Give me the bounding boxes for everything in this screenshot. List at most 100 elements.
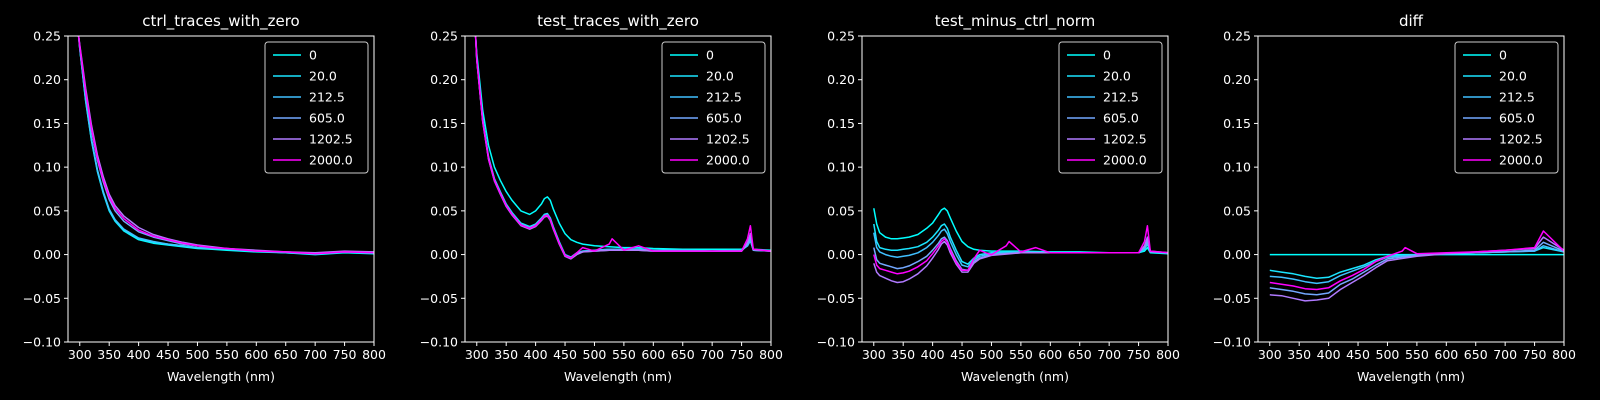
x-tick-label: 450 bbox=[156, 347, 180, 362]
x-tick-label: 600 bbox=[1038, 347, 1062, 362]
x-tick-label: 350 bbox=[891, 347, 915, 362]
legend-label: 605.0 bbox=[309, 111, 345, 126]
series-line-6 bbox=[1269, 230, 1564, 291]
y-tick-label: 0.10 bbox=[1223, 160, 1251, 175]
y-tick-label: 0.25 bbox=[1223, 29, 1251, 44]
x-tick-label: 550 bbox=[1405, 347, 1429, 362]
legend-label: 605.0 bbox=[1103, 111, 1139, 126]
x-tick-label: 700 bbox=[303, 347, 327, 362]
x-tick-label: 300 bbox=[68, 347, 92, 362]
legend-label: 1202.5 bbox=[1103, 132, 1147, 147]
series-lines bbox=[873, 207, 1168, 284]
x-tick-label: 400 bbox=[1317, 347, 1341, 362]
y-tick-label: 0.25 bbox=[827, 29, 855, 44]
series-line-4 bbox=[1269, 241, 1564, 296]
x-axis-label: Wavelength (nm) bbox=[1357, 369, 1465, 384]
legend-box bbox=[264, 41, 369, 174]
series-line-6 bbox=[77, 36, 374, 255]
y-tick-label: 0.10 bbox=[33, 160, 61, 175]
chart-title: test_minus_ctrl_norm bbox=[935, 12, 1096, 31]
legend-label: 0 bbox=[706, 48, 714, 63]
x-tick-label: 750 bbox=[1127, 347, 1151, 362]
legend-label: 212.5 bbox=[1499, 90, 1535, 105]
legend-label: 20.0 bbox=[309, 69, 337, 84]
chart-panel-2: test_traces_with_zero 300 350 400 450 500 550 6… bbox=[420, 12, 783, 384]
x-tick-label: 650 bbox=[671, 347, 695, 362]
panels: ctrl_traces_with_zero 300 350 400 450 500 550 6… bbox=[23, 12, 1576, 384]
legend-box bbox=[661, 41, 766, 174]
series-lines bbox=[1269, 230, 1564, 302]
x-tick-label: 400 bbox=[127, 347, 151, 362]
legend-label: 605.0 bbox=[1499, 111, 1535, 126]
y-tick-label: 0.10 bbox=[430, 160, 458, 175]
series-line-1 bbox=[474, 36, 771, 251]
y-tick-label: 0.20 bbox=[827, 72, 855, 87]
y-tick-label: 0.00 bbox=[1223, 247, 1251, 262]
series-lines bbox=[474, 36, 771, 260]
x-tick-label: 700 bbox=[1097, 347, 1121, 362]
legend-label: 20.0 bbox=[1499, 69, 1527, 84]
x-tick-label: 300 bbox=[1258, 347, 1282, 362]
x-tick-label: 750 bbox=[1523, 347, 1547, 362]
plot-frame bbox=[861, 35, 1169, 343]
legend: 0 20.0 212.5 605.0 1202.5 2000.0 bbox=[264, 41, 369, 174]
series-lines bbox=[77, 36, 374, 256]
x-tick-label: 800 bbox=[759, 347, 783, 362]
legend-label: 1202.5 bbox=[309, 132, 353, 147]
legend-label: 1202.5 bbox=[1499, 132, 1543, 147]
legend-box bbox=[1058, 41, 1163, 174]
y-tick-label: 0.15 bbox=[33, 116, 61, 131]
y-tick-label: 0.05 bbox=[33, 203, 61, 218]
x-tick-label: 400 bbox=[921, 347, 945, 362]
y-tick-label: −0.10 bbox=[420, 335, 458, 350]
legend-label: 605.0 bbox=[706, 111, 742, 126]
legend-label: 2000.0 bbox=[706, 153, 750, 168]
x-axis-label: Wavelength (nm) bbox=[564, 369, 672, 384]
x-tick-label: 650 bbox=[1068, 347, 1092, 362]
x-tick-label: 800 bbox=[1552, 347, 1576, 362]
y-tick-label: 0.10 bbox=[827, 160, 855, 175]
x-tick-label: 650 bbox=[274, 347, 298, 362]
y-tick-label: 0.05 bbox=[1223, 203, 1251, 218]
legend: 0 20.0 212.5 605.0 1202.5 2000.0 bbox=[661, 41, 766, 174]
legend-label: 212.5 bbox=[1103, 90, 1139, 105]
x-tick-label: 500 bbox=[1376, 347, 1400, 362]
legend-label: 20.0 bbox=[1103, 69, 1131, 84]
legend-label: 212.5 bbox=[309, 90, 345, 105]
y-tick-label: −0.10 bbox=[23, 335, 61, 350]
x-tick-label: 700 bbox=[700, 347, 724, 362]
x-tick-label: 300 bbox=[465, 347, 489, 362]
x-tick-label: 550 bbox=[1009, 347, 1033, 362]
legend-label: 2000.0 bbox=[1103, 153, 1147, 168]
plot-frame bbox=[1257, 35, 1565, 343]
y-tick-label: 0.25 bbox=[430, 29, 458, 44]
y-tick-label: 0.05 bbox=[827, 203, 855, 218]
y-tick-label: 0.25 bbox=[33, 29, 61, 44]
x-tick-label: 450 bbox=[950, 347, 974, 362]
x-tick-label: 500 bbox=[186, 347, 210, 362]
legend-label: 212.5 bbox=[706, 90, 742, 105]
x-axis-label: Wavelength (nm) bbox=[167, 369, 275, 384]
y-tick-label: 0.00 bbox=[33, 247, 61, 262]
y-tick-label: 0.05 bbox=[430, 203, 458, 218]
x-tick-label: 300 bbox=[862, 347, 886, 362]
legend-label: 20.0 bbox=[706, 69, 734, 84]
plot-frame bbox=[464, 35, 772, 343]
y-tick-label: −0.05 bbox=[1213, 291, 1251, 306]
y-tick-label: −0.10 bbox=[1213, 335, 1251, 350]
legend-label: 1202.5 bbox=[706, 132, 750, 147]
legend-label: 0 bbox=[1103, 48, 1111, 63]
y-tick-label: 0.00 bbox=[430, 247, 458, 262]
x-tick-label: 550 bbox=[215, 347, 239, 362]
x-axis-label: Wavelength (nm) bbox=[961, 369, 1069, 384]
x-tick-label: 500 bbox=[980, 347, 1004, 362]
x-tick-label: 500 bbox=[583, 347, 607, 362]
y-tick-label: 0.20 bbox=[430, 72, 458, 87]
x-tick-label: 450 bbox=[553, 347, 577, 362]
legend: 0 20.0 212.5 605.0 1202.5 2000.0 bbox=[1454, 41, 1559, 174]
y-tick-label: 0.20 bbox=[33, 72, 61, 87]
x-tick-label: 350 bbox=[97, 347, 121, 362]
chart-panel-4: diff 300 350 400 450 500 550 600 650 700 750 800 −0.… bbox=[1213, 12, 1576, 384]
y-tick-label: 0.20 bbox=[1223, 72, 1251, 87]
